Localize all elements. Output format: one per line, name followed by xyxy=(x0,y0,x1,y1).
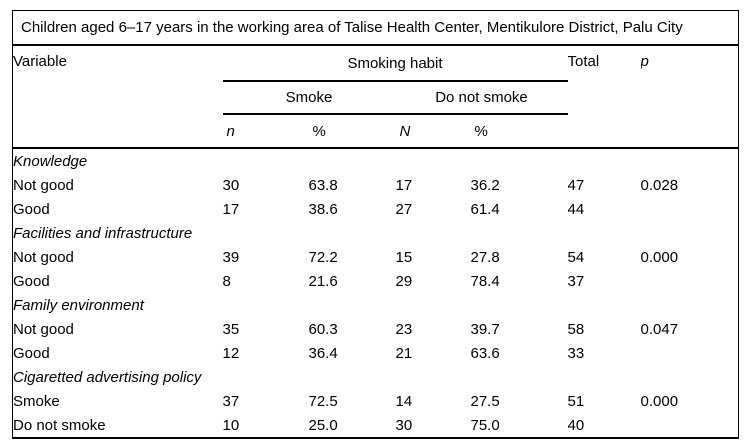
row-label: Smoke xyxy=(13,392,60,410)
section-header-row: Family environment xyxy=(13,293,739,317)
row-label: Not good xyxy=(13,248,74,266)
row-label: Do not smoke xyxy=(13,416,106,434)
cell-total: 37 xyxy=(567,272,585,290)
cell-nosmoke-n: 15 xyxy=(395,248,413,266)
cell-nosmoke-pct: 75.0 xyxy=(470,416,500,434)
cell-smoke-pct: 72.5 xyxy=(308,392,338,410)
cell-smoke-n: 39 xyxy=(222,248,240,266)
cell-nosmoke-pct: 36.2 xyxy=(470,176,500,194)
cell-total: 44 xyxy=(567,200,585,218)
table-row: Good 12 36.4 21 63.6 33 xyxy=(13,341,739,365)
section-label: Family environment xyxy=(13,296,144,314)
cell-p xyxy=(641,197,739,221)
cell-nosmoke-pct: 27.8 xyxy=(470,248,500,266)
cell-smoke-n: 37 xyxy=(222,392,240,410)
cell-nosmoke-n: 21 xyxy=(395,344,413,362)
cell-smoke-pct: 38.6 xyxy=(308,200,338,218)
cell-smoke-n: 10 xyxy=(222,416,240,434)
cell-total: 58 xyxy=(567,320,585,338)
statistics-table: Children aged 6–17 years in the working … xyxy=(12,10,740,439)
table-row: n % N % xyxy=(13,114,739,149)
cell-smoke-pct: 60.3 xyxy=(308,320,338,338)
cell-nosmoke-n: 30 xyxy=(395,416,413,434)
cell-nosmoke-n: 14 xyxy=(395,392,413,410)
cell-smoke-n: 17 xyxy=(222,200,240,218)
cell-smoke-n: 35 xyxy=(222,320,240,338)
cell-total: 40 xyxy=(567,416,585,434)
cell-nosmoke-pct: 39.7 xyxy=(470,320,500,338)
col-header-pct-no-smoke: % xyxy=(470,114,568,149)
cell-p xyxy=(641,413,739,438)
cell-p: 0.000 xyxy=(640,392,679,410)
cell-nosmoke-pct: 63.6 xyxy=(470,344,500,362)
col-header-n-no-smoke: N xyxy=(395,114,471,149)
cell-p xyxy=(641,341,739,365)
row-label: Good xyxy=(13,272,50,290)
cell-smoke-pct: 21.6 xyxy=(308,272,338,290)
table-title: Children aged 6–17 years in the working … xyxy=(12,10,739,46)
table-row: Good 8 21.6 29 78.4 37 xyxy=(13,269,739,293)
cell-p: 0.047 xyxy=(640,320,679,338)
row-label: Good xyxy=(13,200,50,218)
cell-total: 47 xyxy=(567,176,585,194)
col-header-variable: Variable xyxy=(12,45,223,149)
table-row: Do not smoke 10 25.0 30 75.0 40 xyxy=(13,413,739,438)
col-header-total: Total xyxy=(567,45,641,149)
section-label: Cigaretted advertising policy xyxy=(13,368,202,386)
cell-smoke-pct: 63.8 xyxy=(308,176,338,194)
table-row: Not good 35 60.3 23 39.7 58 0.047 xyxy=(13,317,739,341)
cell-p: 0.000 xyxy=(640,248,679,266)
cell-smoke-pct: 36.4 xyxy=(308,344,338,362)
cell-total: 51 xyxy=(567,392,585,410)
cell-smoke-pct: 25.0 xyxy=(308,416,338,434)
cell-smoke-pct: 72.2 xyxy=(308,248,338,266)
cell-nosmoke-n: 23 xyxy=(395,320,413,338)
col-header-smoking-habit: Smoking habit xyxy=(222,45,568,82)
table-row: Not good 39 72.2 15 27.8 54 0.000 xyxy=(13,245,739,269)
cell-nosmoke-n: 27 xyxy=(395,200,413,218)
table-row: Variable Smoking habit Total p xyxy=(12,45,739,149)
section-label: Facilities and infrastructure xyxy=(13,224,193,242)
cell-p: 0.028 xyxy=(640,176,679,194)
section-label: Knowledge xyxy=(13,152,88,170)
cell-smoke-n: 30 xyxy=(222,176,240,194)
col-header-do-not-smoke: Do not smoke xyxy=(395,81,568,115)
cell-nosmoke-n: 29 xyxy=(395,272,413,290)
cell-nosmoke-pct: 27.5 xyxy=(470,392,500,410)
cell-nosmoke-n: 17 xyxy=(395,176,413,194)
col-header-n-smoke: n xyxy=(222,114,309,149)
row-label: Not good xyxy=(13,176,74,194)
section-header-row: Facilities and infrastructure xyxy=(13,221,739,245)
table-row: Not good 30 63.8 17 36.2 47 0.028 xyxy=(13,173,739,197)
cell-total: 33 xyxy=(567,344,585,362)
table-row: Good 17 38.6 27 61.4 44 xyxy=(13,197,739,221)
col-header-pct-smoke: % xyxy=(308,114,396,149)
cell-smoke-n: 8 xyxy=(222,272,231,290)
row-label: Not good xyxy=(13,320,74,338)
col-header-p: p xyxy=(640,45,739,149)
table-row: Smoke 37 72.5 14 27.5 51 0.000 xyxy=(13,389,739,413)
section-header-row: Cigaretted advertising policy xyxy=(13,365,739,389)
cell-smoke-n: 12 xyxy=(222,344,240,362)
row-label: Good xyxy=(13,344,50,362)
cell-nosmoke-pct: 78.4 xyxy=(470,272,500,290)
section-header-row: Knowledge xyxy=(13,148,739,173)
cell-nosmoke-pct: 61.4 xyxy=(470,200,500,218)
table-row: Smoke Do not smoke xyxy=(13,81,739,115)
cell-total: 54 xyxy=(567,248,585,266)
cell-p xyxy=(641,269,739,293)
col-header-smoke: Smoke xyxy=(222,81,396,115)
table-row: Children aged 6–17 years in the working … xyxy=(12,10,739,46)
